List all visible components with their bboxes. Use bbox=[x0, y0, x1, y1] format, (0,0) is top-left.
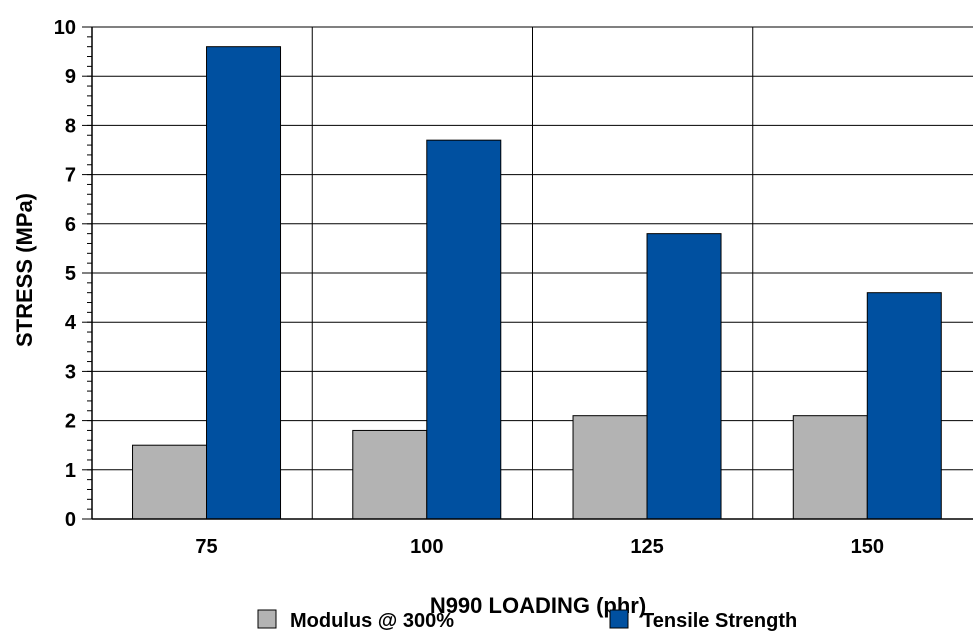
bar-modulus bbox=[572, 415, 648, 520]
y-tick-label: 0 bbox=[65, 509, 76, 531]
x-tick-label: 75 bbox=[195, 536, 217, 558]
bars bbox=[132, 46, 942, 520]
bar-tensile-strength bbox=[206, 46, 282, 520]
bar-tensile-strength bbox=[646, 233, 722, 520]
y-tick-label: 9 bbox=[65, 66, 76, 88]
legend-label: Modulus @ 300% bbox=[290, 610, 454, 632]
x-tick-label: 100 bbox=[410, 536, 443, 558]
y-tick-label: 6 bbox=[65, 214, 76, 236]
legend: Modulus @ 300% Tensile Strength bbox=[257, 609, 797, 632]
legend-swatch bbox=[609, 609, 629, 629]
y-tick-label: 8 bbox=[65, 115, 76, 137]
x-tick-label: 150 bbox=[851, 536, 884, 558]
bar-modulus bbox=[792, 415, 868, 520]
legend-label: Tensile Strength bbox=[642, 610, 797, 632]
y-axis-title: STRESS (MPa) bbox=[12, 193, 37, 347]
bar-tensile-strength bbox=[866, 292, 942, 520]
bar-modulus bbox=[132, 444, 208, 520]
y-tick-label: 7 bbox=[65, 165, 76, 187]
y-tick-label: 1 bbox=[65, 460, 76, 482]
y-tick-label: 4 bbox=[65, 312, 77, 334]
y-tick-label: 10 bbox=[54, 17, 76, 39]
x-tick-labels: 75 100 125 150 bbox=[195, 536, 884, 558]
axes bbox=[82, 26, 973, 520]
bar-modulus bbox=[352, 429, 428, 520]
y-tick-label: 2 bbox=[65, 411, 76, 433]
legend-swatch bbox=[257, 609, 277, 629]
x-tick-label: 125 bbox=[630, 536, 663, 558]
bar-tensile-strength bbox=[426, 139, 502, 520]
y-tick-label: 5 bbox=[65, 263, 76, 285]
y-tick-label: 3 bbox=[65, 361, 76, 383]
y-tick-labels: 0 1 2 3 4 5 6 7 8 9 10 bbox=[54, 17, 77, 531]
